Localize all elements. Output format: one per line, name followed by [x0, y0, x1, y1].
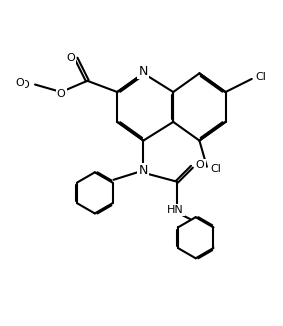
- Text: HN: HN: [167, 205, 183, 215]
- Text: N: N: [139, 65, 148, 78]
- Text: O: O: [15, 78, 24, 88]
- Text: N: N: [139, 164, 148, 177]
- Text: O: O: [196, 160, 204, 170]
- Text: Cl: Cl: [256, 72, 266, 82]
- Text: O: O: [57, 89, 66, 99]
- Text: Cl: Cl: [211, 164, 222, 174]
- Text: O: O: [21, 80, 29, 90]
- Text: O: O: [66, 53, 75, 63]
